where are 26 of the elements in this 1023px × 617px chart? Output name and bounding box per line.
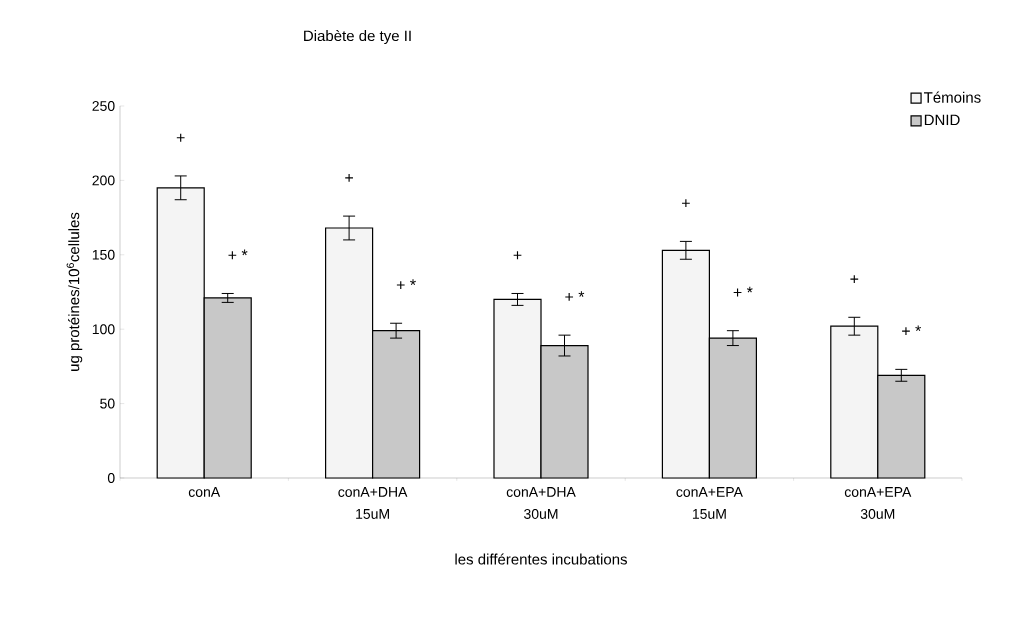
y-tick-label: 0 bbox=[107, 473, 115, 483]
annotation: + bbox=[682, 199, 690, 208]
legend-label: DNID bbox=[924, 114, 960, 126]
x-axis-title: les différentes incubations bbox=[455, 553, 627, 565]
y-tick-label: 150 bbox=[92, 249, 115, 260]
annotation: + * bbox=[228, 249, 248, 260]
annotation: + bbox=[176, 133, 185, 142]
x-tick-label: conA+DHA 15uM bbox=[338, 487, 408, 519]
annotation: + * bbox=[733, 286, 753, 297]
annotation: + * bbox=[902, 325, 922, 336]
y-tick-label: 250 bbox=[92, 101, 115, 111]
x-tick-label: conA+EPA 15uM bbox=[676, 487, 743, 519]
annotation: + bbox=[850, 275, 859, 284]
chart-title: Diabète de tye II bbox=[304, 29, 411, 45]
x-tick-label: conA+EPA 30uM bbox=[844, 487, 912, 519]
annotation: + * bbox=[565, 291, 585, 301]
legend-label: Témoins bbox=[924, 91, 981, 103]
y-axis-title: ug protéines/10$^{6}$cellules bbox=[66, 212, 83, 371]
annotation: + bbox=[345, 174, 353, 182]
y-tick-label: 50 bbox=[100, 398, 115, 409]
y-tick-label: 100 bbox=[92, 324, 115, 335]
y-tick-label: 200 bbox=[92, 175, 115, 186]
x-tick-label: conA+DHA 30uM bbox=[506, 487, 576, 519]
annotation: + * bbox=[396, 279, 416, 289]
x-tick-label: conA bbox=[188, 487, 221, 497]
annotation: + bbox=[513, 251, 522, 260]
